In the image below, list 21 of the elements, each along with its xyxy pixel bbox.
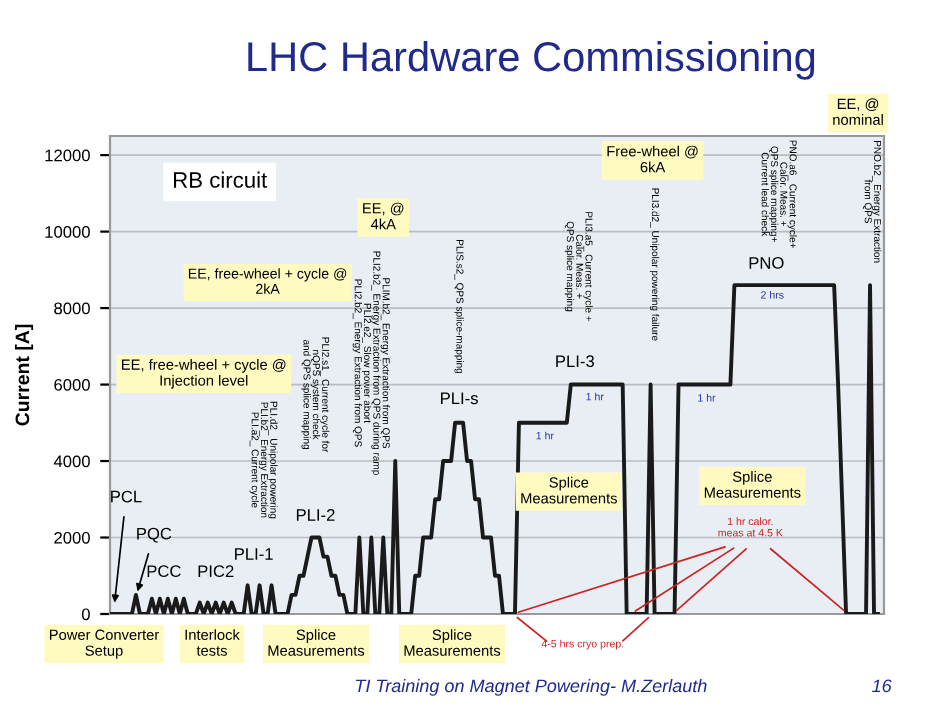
y-tick-label: 6000 — [54, 378, 90, 391]
y-tick-label: 2000 — [54, 531, 90, 544]
annotation: PCC — [147, 565, 181, 578]
annotation: RB circuit — [174, 171, 268, 188]
annotation: PLI-3 — [556, 355, 594, 368]
y-tick-label: 8000 — [54, 302, 90, 315]
y-tick-label: 4000 — [53, 455, 90, 468]
annotation: PCL — [111, 490, 142, 503]
text: 16 — [872, 679, 892, 693]
text: TI Training on Magnet Powering- M.Zerlauth — [356, 678, 707, 696]
annotation: PQC — [137, 527, 172, 543]
y-axis-title: Current [A] — [14, 324, 34, 426]
y-tick-label: 10000 — [45, 226, 90, 238]
annotation: PLI-1 — [235, 548, 273, 560]
chart-title: LHC Hardware Commissioning — [248, 40, 815, 80]
annotation: PLI-2 — [296, 509, 335, 521]
annotation: PLI-s — [441, 392, 478, 405]
annotation: PIC2 — [198, 565, 234, 578]
y-tick-label: 0 — [81, 608, 90, 621]
annotation: PNO — [749, 257, 784, 269]
y-tick-label: 12000 — [45, 149, 90, 162]
